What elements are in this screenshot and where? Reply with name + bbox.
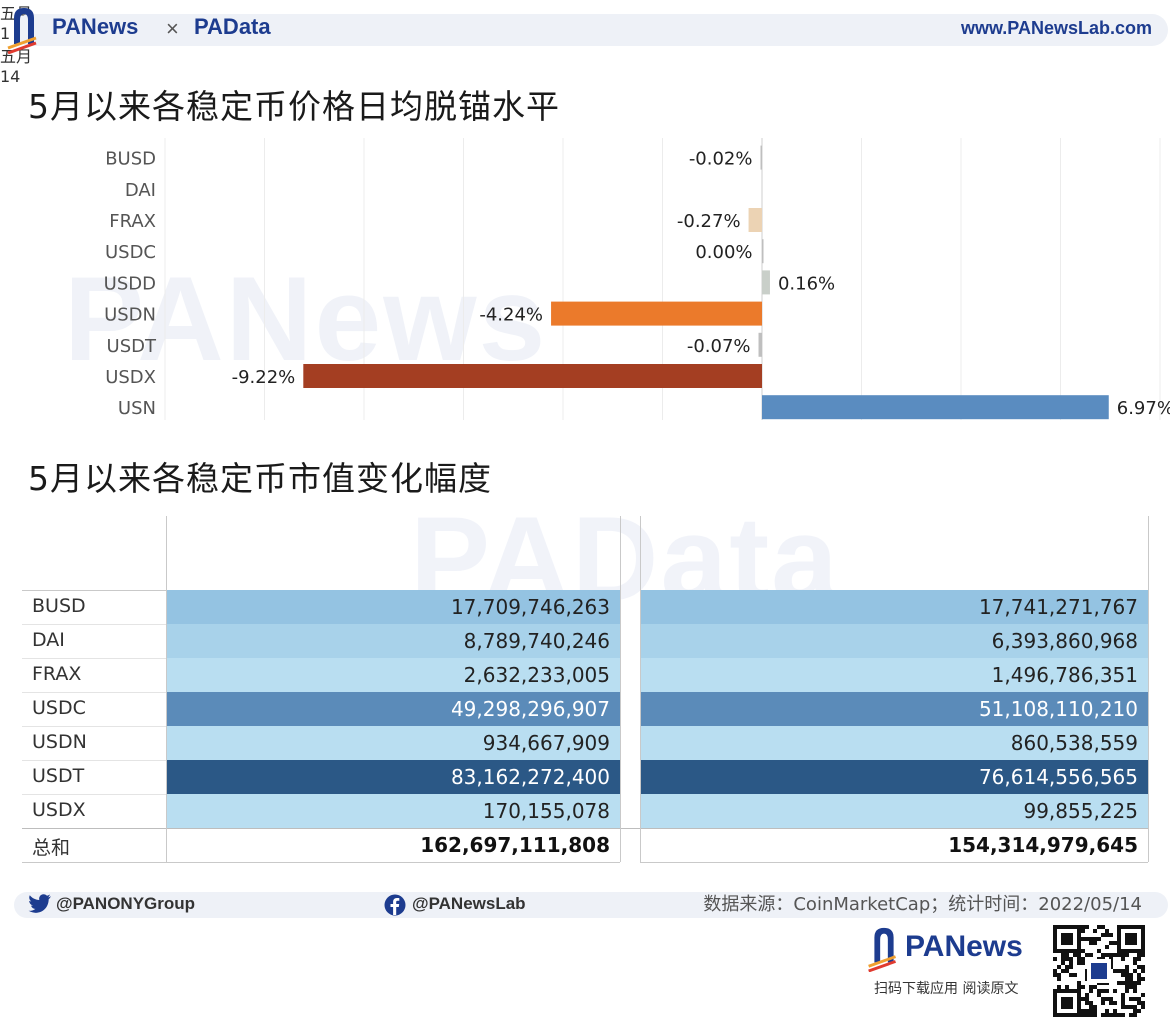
header-bar (14, 14, 1168, 46)
cell-day1: 934,667,909 (166, 726, 620, 760)
cell-day14: 51,108,110,210 (640, 692, 1148, 726)
category-label: USDD (104, 273, 156, 294)
row-label-usdt: USDT (32, 765, 85, 787)
row-label-frax: FRAX (32, 663, 82, 685)
row-label-usdx: USDX (32, 799, 86, 821)
market-cap-table: 五月1五月14BUSD17,709,746,26317,741,271,767D… (0, 0, 1170, 863)
category-label: BUSD (105, 149, 156, 170)
bar-usdc[interactable] (762, 239, 764, 264)
data-label: 0.16% (778, 273, 835, 294)
table-title: 5月以来各稳定币市值变化幅度 (28, 459, 492, 498)
total-day14: 154,314,979,645 (948, 833, 1138, 857)
category-label: USDT (107, 336, 157, 357)
category-label: USN (118, 398, 156, 419)
table-bottom (640, 862, 1148, 863)
facebook-icon[interactable] (384, 894, 406, 916)
twitter-handle[interactable]: @PANONYGroup (56, 894, 196, 913)
header-divider (22, 590, 166, 591)
cell-day14: 860,538,559 (640, 726, 1148, 760)
cell-day1: 2,632,233,005 (166, 658, 620, 692)
row-divider (22, 658, 166, 659)
cell-day14: 6,393,860,968 (640, 624, 1148, 658)
category-label: FRAX (109, 211, 156, 232)
header: PANews × PAData www.PANewsLab.com (0, 0, 1170, 60)
row-label-total: 总和 (32, 837, 71, 859)
category-label: USDX (105, 367, 156, 388)
bar-frax[interactable] (748, 208, 762, 232)
brand-separator: × (166, 16, 179, 41)
table-bottom (22, 862, 166, 863)
column-divider (166, 516, 167, 862)
row-divider (22, 794, 166, 795)
data-label: -4.24% (479, 305, 543, 326)
twitter-icon[interactable] (28, 893, 52, 915)
bar-busd[interactable] (760, 145, 763, 170)
category-label: DAI (125, 180, 156, 201)
bar-usdx[interactable] (303, 364, 762, 388)
cell-day1: 49,298,296,907 (166, 692, 620, 726)
column-day-header: 14 (0, 67, 21, 86)
bar-usdn[interactable] (551, 301, 762, 326)
depeg-bar-chart: BUSD -0.02% DAI FRAX -0.27% USDC 0.00% USDD 0.16… (104, 138, 1170, 420)
row-label-usdn: USDN (32, 731, 87, 753)
row-divider (22, 726, 166, 727)
total-divider (22, 828, 1148, 829)
app-tagline: 扫码下载应用 阅读原文 (874, 981, 1019, 997)
cell-day14: 76,614,556,565 (640, 760, 1148, 794)
cell-day1: 83,162,272,400 (166, 760, 620, 794)
bar-usdd[interactable] (762, 270, 770, 295)
category-label: USDC (105, 242, 156, 263)
data-label: -0.07% (687, 336, 751, 357)
data-label: -9.22% (232, 367, 296, 388)
site-link[interactable]: www.PANewsLab.com (960, 18, 1152, 38)
bar-usdt[interactable] (758, 332, 762, 357)
data-label: -0.27% (677, 211, 741, 232)
row-label-usdc: USDC (32, 697, 86, 719)
facebook-handle[interactable]: @PANewsLab (412, 894, 526, 913)
cell-day14: 1,496,786,351 (640, 658, 1148, 692)
total-day1: 162,697,111,808 (420, 833, 610, 857)
data-label: 6.97% (1117, 398, 1170, 419)
column-divider (1148, 516, 1149, 862)
cell-day1: 170,155,078 (166, 794, 620, 828)
app-name: PANews (905, 930, 1023, 963)
data-label: 0.00% (695, 242, 752, 263)
category-label: USDN (104, 305, 156, 326)
column-day-header: 1 (0, 24, 11, 43)
data-label: -0.02% (689, 149, 753, 170)
bar-usn[interactable] (762, 395, 1109, 420)
cell-day14: 99,855,225 (640, 794, 1148, 828)
column-divider (620, 516, 621, 862)
row-divider (22, 760, 166, 761)
column-divider (640, 516, 641, 862)
brand-panews[interactable]: PANews (52, 14, 139, 39)
brand-padata[interactable]: PAData (194, 14, 271, 39)
cell-day1: 8,789,740,246 (166, 624, 620, 658)
row-label-busd: BUSD (32, 595, 86, 617)
row-divider (22, 692, 166, 693)
qr-code-icon[interactable] (1053, 925, 1145, 1017)
table-bottom (166, 862, 620, 863)
row-divider (22, 624, 166, 625)
panews-logo-icon (7, 8, 37, 54)
app-logo-icon (868, 927, 897, 972)
cell-day14: 17,741,271,767 (640, 590, 1148, 624)
row-label-dai: DAI (32, 629, 65, 651)
cell-day1: 17,709,746,263 (166, 590, 620, 624)
footer-bar (14, 892, 1168, 918)
chart-title: 5月以来各稳定币价格日均脱锚水平 (28, 87, 560, 126)
data-source-note: 数据来源：CoinMarketCap；统计时间：2022/05/14 (703, 894, 1142, 915)
